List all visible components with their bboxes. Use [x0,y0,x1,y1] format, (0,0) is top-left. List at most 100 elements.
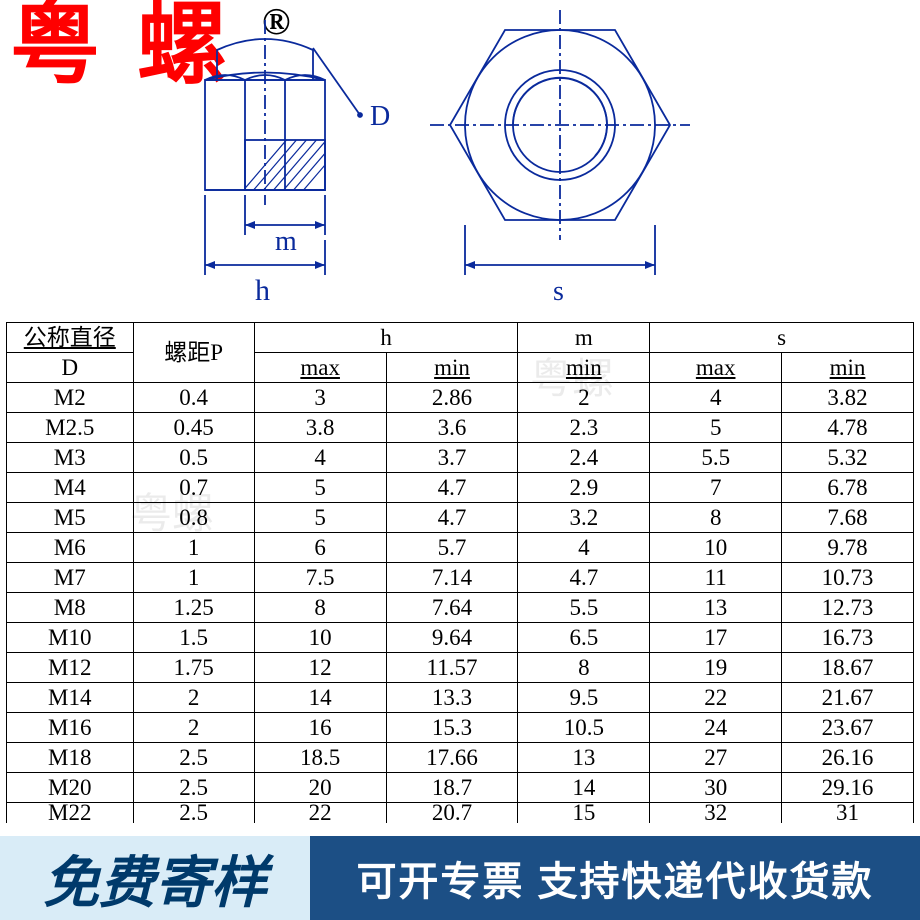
cell-s_min: 9.78 [782,533,914,563]
footer-banner: 免费寄样 可开专票 支持快递代收货款 [0,836,920,920]
cell-h_min: 7.64 [386,593,518,623]
cell-D: M6 [7,533,134,563]
cell-s_min: 12.73 [782,593,914,623]
cell-m_min: 9.5 [518,683,650,713]
cell-P: 1.5 [133,623,254,653]
label-m: m [275,226,297,257]
cell-s_min: 3.82 [782,383,914,413]
cell-D: M7 [7,563,134,593]
cell-h_max: 16 [254,713,386,743]
cell-s_min: 29.16 [782,773,914,803]
cell-h_max: 10 [254,623,386,653]
cell-D: M14 [7,683,134,713]
hdr-P: 螺距P [133,323,254,383]
cell-s_max: 10 [650,533,782,563]
table-row: M20.432.86243.82 [7,383,914,413]
nut-diagram: D m h s [170,10,770,320]
cell-P: 2.5 [133,743,254,773]
cell-h_min: 15.3 [386,713,518,743]
cell-h_max: 5 [254,503,386,533]
cell-P: 1 [133,563,254,593]
table-row: M30.543.72.45.55.32 [7,443,914,473]
cell-s_min: 6.78 [782,473,914,503]
table-row: M2.50.453.83.62.354.78 [7,413,914,443]
cell-s_max: 8 [650,503,782,533]
cell-s_min: 18.67 [782,653,914,683]
cell-s_max: 5.5 [650,443,782,473]
cell-h_min: 18.7 [386,773,518,803]
cell-m_min: 3.2 [518,503,650,533]
hdr-D-top: 公称直径 [7,323,134,353]
footer-left: 免费寄样 [0,836,310,920]
table-row: M40.754.72.976.78 [7,473,914,503]
cell-D: M22 [7,803,134,824]
cell-h_max: 20 [254,773,386,803]
hdr-h: h [254,323,518,353]
cell-P: 0.4 [133,383,254,413]
hdr-h-max: max [254,353,386,383]
cell-s_max: 7 [650,473,782,503]
hdr-s: s [650,323,914,353]
label-s: s [553,276,564,307]
table-row: M50.854.73.287.68 [7,503,914,533]
cell-h_max: 18.5 [254,743,386,773]
cell-D: M18 [7,743,134,773]
cell-h_max: 5 [254,473,386,503]
cell-D: M3 [7,443,134,473]
cell-h_max: 3 [254,383,386,413]
cell-m_min: 2.9 [518,473,650,503]
cell-m_min: 15 [518,803,650,824]
cell-P: 0.8 [133,503,254,533]
cell-P: 1 [133,533,254,563]
cell-D: M10 [7,623,134,653]
cell-s_min: 10.73 [782,563,914,593]
cell-s_min: 5.32 [782,443,914,473]
cell-s_max: 19 [650,653,782,683]
hdr-s-min: min [782,353,914,383]
table-row: M717.57.144.71110.73 [7,563,914,593]
hdr-m: m [518,323,650,353]
cell-h_min: 17.66 [386,743,518,773]
cell-h_max: 12 [254,653,386,683]
cell-s_min: 16.73 [782,623,914,653]
cell-h_min: 2.86 [386,383,518,413]
cell-h_max: 14 [254,683,386,713]
table-row: M101.5109.646.51716.73 [7,623,914,653]
cell-s_max: 5 [650,413,782,443]
cell-h_min: 20.7 [386,803,518,824]
cell-h_max: 7.5 [254,563,386,593]
cell-s_max: 27 [650,743,782,773]
cell-s_min: 4.78 [782,413,914,443]
cell-s_max: 13 [650,593,782,623]
table-row: M1421413.39.52221.67 [7,683,914,713]
cell-s_min: 21.67 [782,683,914,713]
cell-h_max: 22 [254,803,386,824]
cell-P: 2.5 [133,773,254,803]
cell-P: 1.75 [133,653,254,683]
table-row: M182.518.517.66132726.16 [7,743,914,773]
cell-P: 0.45 [133,413,254,443]
cell-s_max: 30 [650,773,782,803]
cell-s_max: 22 [650,683,782,713]
table-row: M222.52220.7153231 [7,803,914,824]
cell-P: 2.5 [133,803,254,824]
cell-m_min: 4 [518,533,650,563]
cell-D: M2 [7,383,134,413]
cell-h_max: 4 [254,443,386,473]
cell-D: M16 [7,713,134,743]
cell-h_min: 3.6 [386,413,518,443]
cell-s_max: 17 [650,623,782,653]
cell-P: 0.7 [133,473,254,503]
cell-D: M20 [7,773,134,803]
cell-s_max: 24 [650,713,782,743]
label-h: h [255,274,270,307]
cell-P: 2 [133,683,254,713]
cell-s_max: 4 [650,383,782,413]
cell-m_min: 10.5 [518,713,650,743]
cell-m_min: 2.4 [518,443,650,473]
cell-s_min: 23.67 [782,713,914,743]
cell-m_min: 4.7 [518,563,650,593]
cell-h_min: 13.3 [386,683,518,713]
footer-right: 可开专票 支持快递代收货款 [310,836,920,920]
cell-P: 1.25 [133,593,254,623]
